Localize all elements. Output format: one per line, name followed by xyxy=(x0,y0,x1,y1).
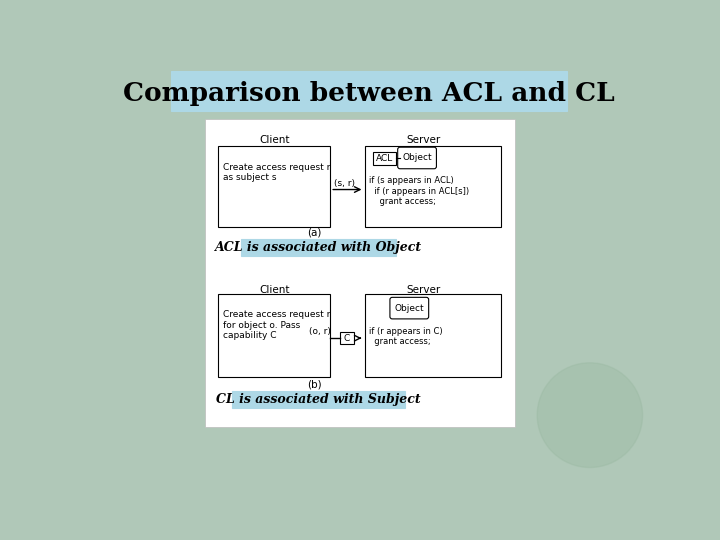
Text: CL is associated with Subject: CL is associated with Subject xyxy=(216,393,421,406)
Text: Object: Object xyxy=(402,153,432,163)
Text: (b): (b) xyxy=(307,379,322,389)
Bar xyxy=(232,392,405,408)
Bar xyxy=(171,71,567,111)
Bar xyxy=(241,239,396,256)
Bar xyxy=(365,294,500,377)
Bar xyxy=(373,152,396,165)
Text: C: C xyxy=(343,334,350,343)
Text: (s, r): (s, r) xyxy=(334,179,355,188)
Text: ACL is associated with Object: ACL is associated with Object xyxy=(215,241,422,254)
Text: Server: Server xyxy=(406,135,441,145)
Bar xyxy=(365,146,500,226)
Circle shape xyxy=(537,363,642,468)
Text: if (s appears in ACL)
  if (r appears in ACL[s])
    grant access;: if (s appears in ACL) if (r appears in A… xyxy=(369,177,469,206)
Bar xyxy=(218,294,330,377)
FancyBboxPatch shape xyxy=(390,298,428,319)
Text: Client: Client xyxy=(259,285,289,295)
Text: Object: Object xyxy=(395,303,424,313)
Bar xyxy=(218,146,330,226)
Text: (o, r): (o, r) xyxy=(310,327,331,336)
Text: if (r appears in C)
  grant access;: if (r appears in C) grant access; xyxy=(369,327,443,346)
Bar xyxy=(204,119,515,427)
Bar xyxy=(341,332,354,345)
Text: (a): (a) xyxy=(307,228,322,238)
Text: Client: Client xyxy=(259,135,289,145)
Text: ACL: ACL xyxy=(376,154,393,163)
Text: Server: Server xyxy=(406,285,441,295)
FancyBboxPatch shape xyxy=(397,147,436,168)
Text: Comparison between ACL and CL: Comparison between ACL and CL xyxy=(123,81,615,106)
Text: Create access request r
as subject s: Create access request r as subject s xyxy=(223,163,330,183)
Text: Create access request r
for object o. Pass
capability C: Create access request r for object o. Pa… xyxy=(223,310,330,340)
